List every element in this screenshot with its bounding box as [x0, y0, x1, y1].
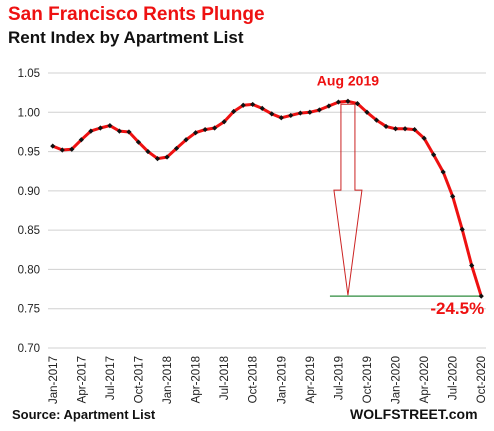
data-point — [78, 137, 84, 143]
y-tick-label: 0.95 — [18, 147, 40, 159]
data-point — [183, 137, 189, 143]
data-point — [478, 293, 484, 299]
data-point — [259, 105, 265, 111]
data-point — [297, 110, 303, 116]
data-point — [383, 123, 389, 130]
data-point — [250, 101, 256, 108]
brand-label: WOLFSTREET.com — [350, 406, 478, 422]
data-point — [307, 109, 313, 115]
data-point — [354, 101, 361, 107]
x-tick-label: Apr-2020 — [419, 356, 431, 403]
x-tick-label: Oct-2017 — [133, 356, 145, 403]
data-point — [88, 128, 94, 134]
peak-label: Aug 2019 — [317, 72, 379, 88]
x-tick-label: Jan-2017 — [48, 356, 60, 404]
y-tick-label: 0.75 — [18, 304, 40, 316]
data-point — [212, 125, 218, 131]
drop-arrow — [333, 103, 363, 296]
data-point — [288, 112, 294, 119]
data-point — [316, 107, 322, 113]
data-point — [145, 148, 151, 155]
data-point — [69, 146, 75, 152]
rent-index-series — [50, 98, 484, 299]
x-tick-label: Oct-2019 — [362, 356, 374, 403]
data-point — [411, 126, 418, 133]
y-tick-label: 1.05 — [18, 68, 40, 80]
data-point — [440, 169, 446, 175]
data-point — [59, 147, 65, 153]
x-tick-label: Oct-2018 — [248, 356, 260, 403]
data-point — [269, 111, 275, 117]
data-point — [221, 119, 227, 125]
x-tick-label: Jul-2020 — [448, 356, 460, 400]
y-tick-label: 0.70 — [18, 343, 40, 355]
data-point — [240, 102, 246, 108]
data-point — [116, 128, 123, 134]
x-tick-label: Jan-2018 — [162, 356, 174, 404]
series-line — [52, 99, 483, 297]
data-point — [107, 123, 113, 129]
data-point — [278, 115, 284, 121]
data-point — [431, 152, 437, 158]
drop-percent-label: -24.5% — [430, 299, 484, 318]
y-tick-label: 0.85 — [18, 225, 40, 237]
data-point — [402, 126, 408, 132]
x-tick-label: Jul-2017 — [105, 356, 117, 400]
data-point — [202, 126, 208, 133]
annotations: Aug 2019 -24.5% — [317, 72, 484, 318]
x-axis-ticks: Jan-2017 Apr-2017 Jul-2017 Oct-2017 Jan-2018… — [48, 356, 488, 404]
data-point — [326, 103, 332, 109]
x-tick-label: Jul-2018 — [219, 356, 231, 400]
data-point — [364, 109, 370, 115]
chart-title: San Francisco Rents Plunge — [8, 4, 265, 25]
x-tick-label: Apr-2018 — [191, 356, 203, 403]
data-point — [392, 126, 399, 132]
data-point — [154, 156, 161, 162]
data-point — [126, 129, 132, 135]
y-tick-label: 0.90 — [18, 186, 40, 198]
data-point — [135, 139, 142, 145]
x-tick-label: Jul-2019 — [333, 356, 345, 400]
data-point — [173, 145, 180, 152]
y-axis-ticks: 0.70 0.75 0.80 0.85 0.90 0.95 1.00 1.05 — [18, 68, 40, 355]
x-tick-label: Jan-2020 — [391, 356, 403, 404]
x-tick-label: Apr-2019 — [305, 356, 317, 403]
data-point — [192, 130, 199, 136]
data-point — [97, 125, 103, 131]
data-point — [459, 226, 465, 232]
x-tick-label: Apr-2017 — [76, 356, 88, 403]
data-point — [231, 108, 237, 115]
x-tick-label: Jan-2019 — [276, 356, 288, 404]
x-tick-label: Oct-2020 — [476, 356, 488, 403]
data-point — [450, 193, 456, 199]
chart-subtitle: Rent Index by Apartment List — [8, 28, 244, 47]
y-tick-label: 0.80 — [18, 264, 40, 276]
data-point — [50, 143, 56, 149]
source-note: Source: Apartment List — [12, 407, 156, 422]
data-point — [335, 99, 342, 105]
data-point — [373, 117, 380, 123]
data-point — [421, 135, 427, 141]
y-tick-label: 1.00 — [18, 107, 40, 119]
data-point — [345, 98, 351, 104]
data-point — [164, 154, 170, 160]
grid-lines — [48, 72, 486, 349]
data-point — [469, 262, 475, 269]
